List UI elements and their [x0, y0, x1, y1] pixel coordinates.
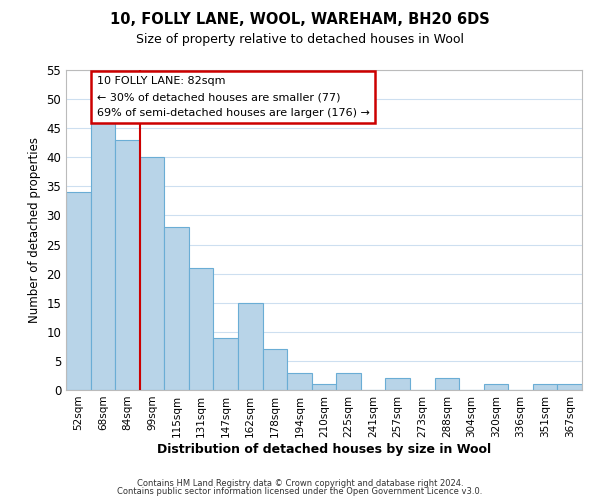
Bar	[484, 384, 508, 390]
Bar	[164, 227, 189, 390]
Text: Size of property relative to detached houses in Wool: Size of property relative to detached ho…	[136, 32, 464, 46]
Text: 10, FOLLY LANE, WOOL, WAREHAM, BH20 6DS: 10, FOLLY LANE, WOOL, WAREHAM, BH20 6DS	[110, 12, 490, 28]
Text: Contains public sector information licensed under the Open Government Licence v3: Contains public sector information licen…	[118, 487, 482, 496]
Bar	[115, 140, 140, 390]
Bar	[91, 122, 115, 390]
Bar	[263, 350, 287, 390]
Bar	[557, 384, 582, 390]
Bar	[238, 302, 263, 390]
Text: Contains HM Land Registry data © Crown copyright and database right 2024.: Contains HM Land Registry data © Crown c…	[137, 478, 463, 488]
Bar	[287, 372, 312, 390]
Text: 10 FOLLY LANE: 82sqm
← 30% of detached houses are smaller (77)
69% of semi-detac: 10 FOLLY LANE: 82sqm ← 30% of detached h…	[97, 76, 370, 118]
Bar	[434, 378, 459, 390]
Bar	[214, 338, 238, 390]
Bar	[336, 372, 361, 390]
Bar	[140, 158, 164, 390]
Bar	[312, 384, 336, 390]
Bar	[189, 268, 214, 390]
Bar	[385, 378, 410, 390]
Bar	[533, 384, 557, 390]
X-axis label: Distribution of detached houses by size in Wool: Distribution of detached houses by size …	[157, 442, 491, 456]
Y-axis label: Number of detached properties: Number of detached properties	[28, 137, 41, 323]
Bar	[66, 192, 91, 390]
